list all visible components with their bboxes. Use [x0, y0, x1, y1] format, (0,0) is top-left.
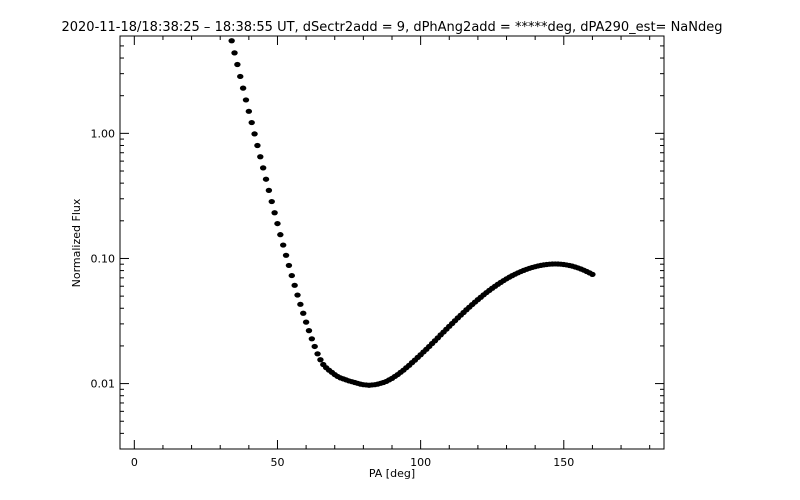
y-axis-label: Normalized Flux: [70, 198, 83, 287]
x-tick-label: 150: [553, 456, 574, 469]
data-point: [234, 61, 241, 68]
x-tick-label: 100: [410, 456, 431, 469]
data-point: [280, 242, 287, 248]
data-point: [242, 97, 250, 103]
data-point: [294, 292, 301, 298]
data-point: [302, 319, 310, 325]
data-point: [254, 142, 261, 149]
data-point: [259, 165, 267, 171]
data-point: [317, 357, 324, 363]
y-tick-label: 1.00: [91, 127, 116, 140]
data-point: [248, 119, 255, 126]
data-point: [285, 262, 293, 269]
data-point: [237, 73, 244, 80]
data-point: [251, 131, 258, 137]
data-point: [231, 50, 238, 56]
x-axis-label: PA [deg]: [369, 467, 415, 480]
data-point: [274, 220, 281, 227]
axis-ticks: 0 50 100 150 0.01 0.10 1.00: [91, 35, 664, 469]
data-point: [311, 343, 318, 350]
data-point: [245, 108, 253, 114]
data-point: [265, 187, 273, 193]
data-point: [277, 232, 284, 238]
data-point: [271, 210, 278, 216]
data-point: [589, 271, 596, 277]
data-point: [262, 176, 270, 182]
x-tick-label: 0: [131, 456, 138, 469]
y-tick-label: 0.01: [91, 378, 116, 391]
data-point: [291, 282, 298, 288]
data-point: [297, 301, 304, 307]
data-point: [282, 252, 290, 258]
data-point: [257, 154, 264, 160]
data-point: [305, 328, 313, 334]
data-points: [228, 38, 596, 388]
chart-title: 2020-11-18/18:38:25 – 18:38:55 UT, dSect…: [61, 20, 722, 35]
data-point: [300, 310, 307, 316]
data-point: [314, 351, 321, 357]
y-tick-label: 0.10: [91, 252, 116, 265]
data-point: [308, 336, 316, 342]
data-point: [228, 38, 235, 44]
x-tick-label: 50: [270, 456, 284, 469]
data-point: [239, 85, 247, 91]
data-point: [268, 198, 275, 205]
data-point: [288, 272, 295, 279]
